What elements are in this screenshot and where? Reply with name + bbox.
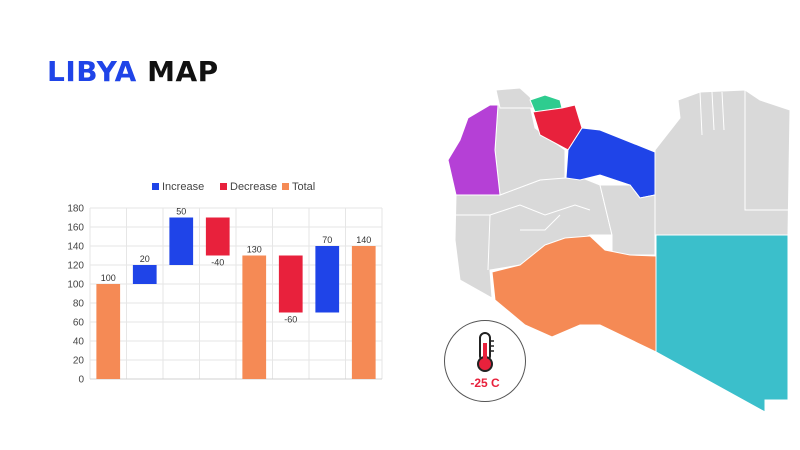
map-region-northeast: [654, 89, 791, 236]
data-label: 140: [356, 235, 371, 245]
bar-decrease: [278, 255, 303, 313]
y-tick-label: 100: [67, 280, 84, 291]
map-region-green: [529, 94, 563, 113]
map-region-coast-small: [495, 87, 536, 109]
legend-swatch-increase: [152, 183, 159, 190]
bar-increase: [132, 265, 157, 284]
bar-total: [351, 246, 376, 379]
data-label: 130: [247, 245, 262, 255]
legend-label-total: Total: [292, 181, 315, 193]
map-region-northeast-divider-1: [699, 90, 788, 211]
y-tick-label: 20: [73, 356, 85, 367]
y-tick-label: 140: [67, 242, 84, 253]
map-region-southeast-teal: [655, 234, 789, 413]
data-label: 100: [101, 273, 116, 283]
data-label: 70: [322, 235, 332, 245]
bar-increase: [315, 246, 340, 313]
legend-swatch-decrease: [220, 183, 227, 190]
y-tick-label: 60: [73, 318, 85, 329]
y-tick-label: 180: [67, 204, 84, 215]
map-region-purple: [447, 104, 501, 196]
bar-decrease: [205, 217, 230, 256]
legend-label-decrease: Decrease: [230, 181, 277, 193]
bar-increase: [169, 217, 194, 265]
data-label: 20: [140, 254, 150, 264]
legend-swatch-total: [282, 183, 289, 190]
data-label: -40: [211, 258, 224, 268]
temperature-badge: -25 C: [444, 320, 526, 402]
data-label: 50: [176, 207, 186, 217]
legend-label-increase: Increase: [162, 181, 204, 193]
thermometer-icon: [477, 332, 494, 372]
title-word-map: MAP: [147, 55, 219, 88]
bar-total: [242, 255, 267, 379]
y-tick-label: 80: [73, 299, 85, 310]
bar-total: [96, 284, 121, 379]
map-region-west-divider: [456, 204, 591, 271]
y-tick-label: 0: [78, 375, 84, 386]
y-tick-label: 40: [73, 337, 85, 348]
y-tick-label: 120: [67, 261, 84, 272]
waterfall-chart: Increase Decrease Total 0 20 40 60 80 100 120 140 1…: [67, 181, 383, 386]
temperature-label: -25 C: [470, 376, 500, 390]
title-word-libya: LIBYA: [47, 55, 137, 88]
page-title: LIBYA MAP: [47, 58, 219, 86]
y-tick-label: 160: [67, 223, 84, 234]
map-region-center: [599, 184, 656, 256]
data-label: -60: [284, 315, 297, 325]
